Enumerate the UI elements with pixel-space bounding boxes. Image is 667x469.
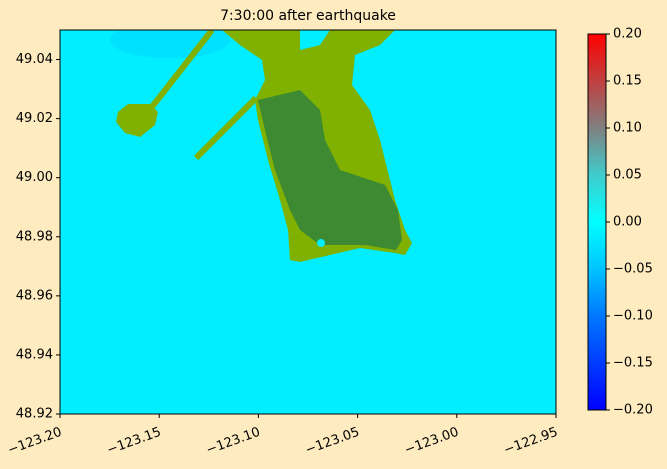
x-tick-label: −122.95 — [502, 425, 560, 458]
y-tick-label: 48.92 — [16, 407, 53, 422]
y-tick-label: 48.96 — [16, 288, 53, 303]
x-tick-label: −123.05 — [303, 425, 361, 458]
colorbar-tick-label: −0.15 — [613, 356, 653, 371]
colorbar-tick-label: 0.15 — [613, 74, 642, 89]
colorbar-tick-label: 0.05 — [613, 168, 642, 183]
colorbar-tick-label: −0.10 — [613, 309, 653, 324]
y-tick-label: 49.04 — [16, 52, 53, 67]
x-tick-label: −123.20 — [6, 425, 64, 458]
colorbar-tick-label: 0.20 — [613, 27, 642, 42]
colorbar-tick-label: 0.10 — [613, 121, 642, 136]
y-tick-label: 48.98 — [16, 229, 53, 244]
colorbar-tick-label: 0.00 — [613, 215, 642, 230]
colorbar — [587, 33, 607, 411]
x-tick-label: −123.10 — [204, 425, 262, 458]
x-tick-label: −123.00 — [403, 425, 461, 458]
x-tick-label: −123.15 — [105, 425, 163, 458]
axes-frame — [59, 29, 557, 415]
colorbar-tick-label: −0.05 — [613, 262, 653, 277]
colorbar-tick-label: −0.20 — [613, 403, 653, 418]
chart-title: 7:30:00 after earthquake — [220, 8, 396, 24]
y-tick-label: 49.02 — [16, 111, 53, 126]
y-tick-label: 48.94 — [16, 347, 53, 362]
map-field — [60, 30, 556, 414]
y-tick-label: 49.00 — [16, 170, 53, 185]
